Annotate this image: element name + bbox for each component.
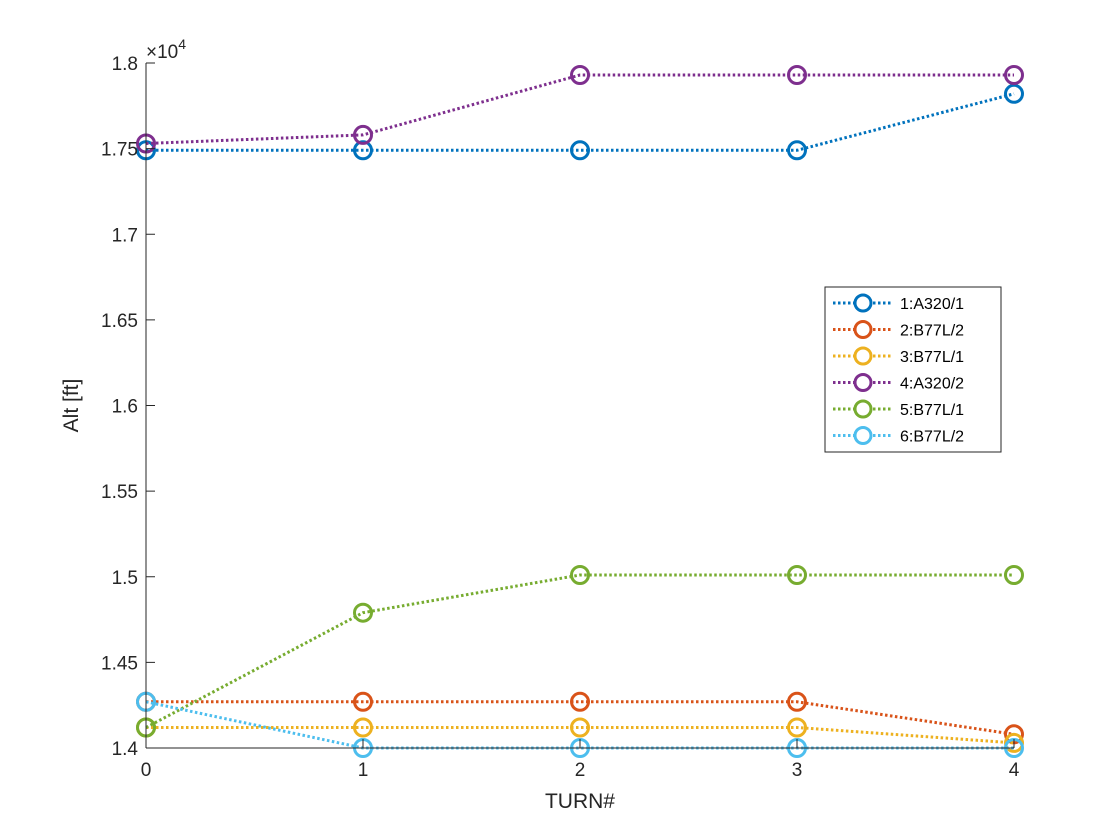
legend: 1:A320/1 2:B77L/2 3:B77L/1 4:A320/2 5:B77L/1… xyxy=(824,286,1002,453)
y-tick-label: 1.5 xyxy=(112,568,138,589)
axes-layer: 0 1 2 3 4 1.4 1.45 1.5 1.55 1.6 1.65 1.7 1.75 1.8 ×104… xyxy=(60,36,1020,813)
series-line-1 xyxy=(146,92,1015,152)
legend-marker-2 xyxy=(853,320,873,339)
x-tick-label: 2 xyxy=(575,760,586,781)
data-point-s1-3 xyxy=(787,140,807,161)
data-point-s3-1 xyxy=(353,717,373,738)
legend-marker-1 xyxy=(853,293,873,313)
data-point-s5-2 xyxy=(570,565,590,585)
data-point-s3-3 xyxy=(787,717,807,738)
y-axis-title: Alt [ft] xyxy=(60,379,83,433)
data-point-s4-2 xyxy=(570,65,590,85)
x-tick-label: 1 xyxy=(358,760,369,781)
x-tick-label: 0 xyxy=(141,760,152,781)
y-tick-label: 1.7 xyxy=(112,225,138,246)
y-tick-label: 1.6 xyxy=(112,397,138,418)
data-point-s1-2 xyxy=(570,140,590,161)
x-axis-title: TURN# xyxy=(545,790,615,813)
x-tick-label: 4 xyxy=(1009,760,1020,781)
data-point-s3-2 xyxy=(570,717,590,738)
data-point-s2-1 xyxy=(353,691,373,712)
legend-marker-4 xyxy=(853,373,873,392)
legend-box xyxy=(824,286,1002,453)
data-point-s1-1 xyxy=(353,140,373,161)
legend-label-1: 1:A320/1 xyxy=(900,296,964,313)
data-point-s2-3 xyxy=(787,691,807,712)
x-tick-label: 3 xyxy=(792,760,803,781)
y-tick-label: 1.55 xyxy=(101,482,138,503)
y-tick-label: 1.65 xyxy=(101,311,138,332)
y-exponent-power: 4 xyxy=(178,36,186,52)
legend-marker-3 xyxy=(853,346,873,366)
legend-label-3: 3:B77L/1 xyxy=(900,349,964,366)
legend-marker-6 xyxy=(853,426,873,445)
y-tick-label: 1.75 xyxy=(101,140,138,161)
legend-marker-5 xyxy=(853,399,873,419)
y-tick-label: 1.45 xyxy=(101,653,138,674)
y-tick-label: 1.4 xyxy=(112,739,139,760)
data-point-s1-4 xyxy=(1004,83,1024,104)
series-line-5 xyxy=(145,573,1014,729)
series-line-4 xyxy=(145,73,1014,145)
legend-label-5: 5:B77L/1 xyxy=(900,402,964,419)
data-point-s4-4 xyxy=(1004,65,1024,85)
legend-label-6: 6:B77L/2 xyxy=(900,429,964,446)
data-point-s5-4 xyxy=(1004,565,1024,585)
legend-label-4: 4:A320/2 xyxy=(900,376,964,393)
data-point-s2-2 xyxy=(570,691,590,712)
data-point-s5-1 xyxy=(353,602,373,623)
legend-label-2: 2:B77L/2 xyxy=(900,323,964,340)
y-tick-label: 1.8 xyxy=(112,54,138,75)
data-point-s4-1 xyxy=(353,124,373,145)
y-exponent-label: ×104 xyxy=(146,36,186,63)
data-point-s4-3 xyxy=(787,65,807,85)
data-point-s5-3 xyxy=(787,565,807,585)
